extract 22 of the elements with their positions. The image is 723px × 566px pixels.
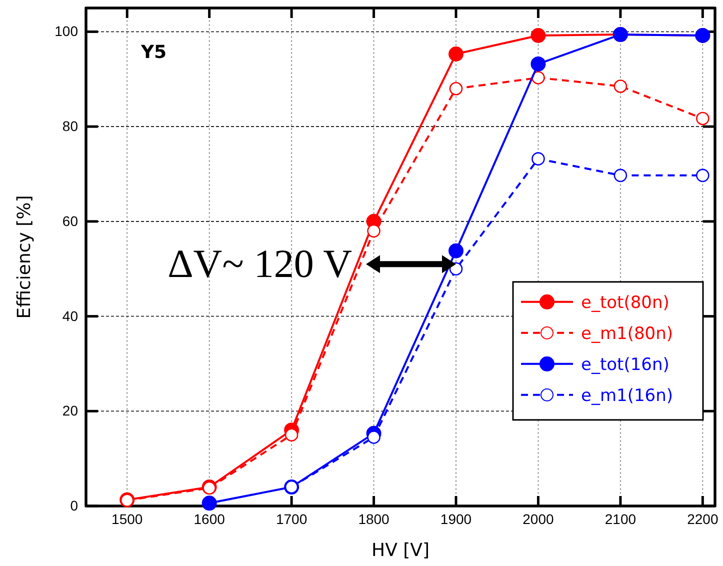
x-tick-label: 2200 [687,510,718,527]
x-tick-label: 1500 [112,510,143,527]
y-tick-label: 60 [62,212,78,229]
legend-label: e_m1(80n) [581,324,674,344]
legend-label: e_m1(16n) [581,386,674,406]
legend-label: e_tot(80n) [581,292,670,313]
y-tick-label: 80 [62,118,78,134]
x-tick-label: 1800 [358,510,390,527]
y-tick-label: 100 [54,23,78,40]
legend-label: e_tot(16n) [581,354,670,375]
y-axis-title: Efficiency [%] [14,195,35,319]
x-tick-label: 1900 [440,510,472,527]
annotation: Y5 [140,42,167,63]
x-tick-label: 2100 [604,510,636,527]
y-tick-label: 0 [70,497,78,514]
annotation: ΔV~ 120 V [168,241,352,286]
x-tick-label: 1700 [276,510,308,527]
x-tick-label: 1600 [194,510,226,527]
y-tick-label: 20 [62,402,78,419]
y-tick-label: 40 [62,308,78,324]
x-axis-title: HV [V] [372,540,430,561]
x-tick-label: 2000 [522,510,554,527]
